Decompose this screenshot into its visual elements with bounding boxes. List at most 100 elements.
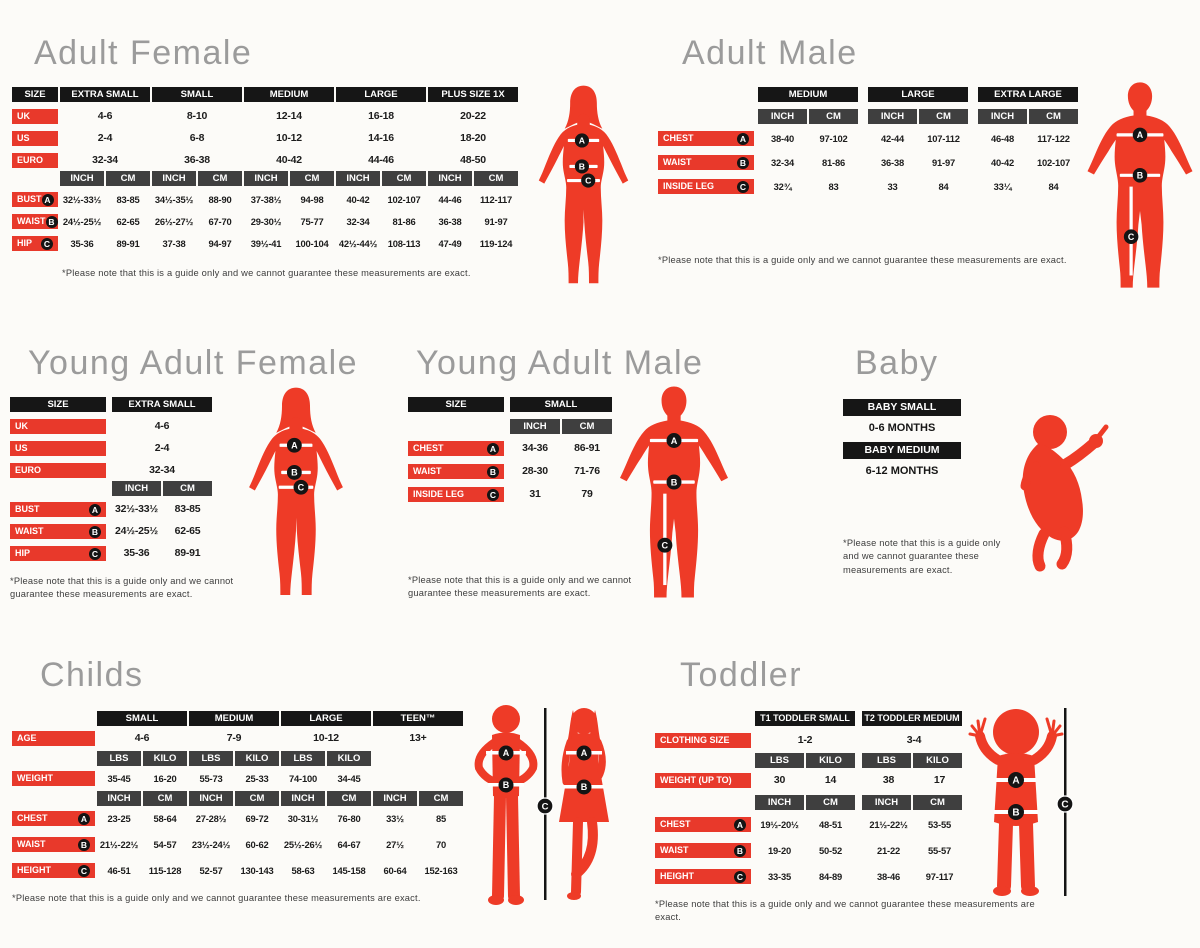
- row-label: WEIGHT (UP TO): [655, 773, 751, 788]
- measure-row-chest: CHEST A 19½-20½ 48-51 21½-22½ 53-55: [655, 817, 1045, 832]
- unit-header-cell: CM: [809, 109, 858, 124]
- row-label: WAIST B: [12, 837, 95, 852]
- adult-female-size-header: SIZE EXTRA SMALL SMALL MEDIUM LARGE PLUS…: [12, 87, 642, 102]
- size-header-cell: MEDIUM: [758, 87, 858, 102]
- unit-header-row: INCH CM INCH CM INCH CM INCH CM: [97, 791, 482, 806]
- measure-row-waist: WAIST B 24½-25½ 62-65: [10, 524, 370, 539]
- weight-unit-header-row: LBS KILO LBS KILO LBS KILO: [97, 751, 482, 766]
- value-cell: 32-34: [92, 154, 118, 166]
- size-corner-cell: SIZE: [10, 397, 106, 412]
- value-cell: 108-113: [387, 238, 421, 249]
- value-cell: 24½-25½: [115, 525, 158, 537]
- row-label: UK: [10, 419, 106, 434]
- value-cell: 3-4: [906, 734, 922, 746]
- value-cell: 25½-26½: [283, 839, 323, 850]
- value-cell: 115-128: [148, 865, 182, 876]
- weight-row: WEIGHT 35-45 16-20 55-73 25-33 74-100 34-45: [12, 771, 482, 786]
- value-cell: 33: [887, 181, 898, 192]
- region-row-euro: EURO 32-34: [10, 463, 370, 478]
- value-cell: 32¾: [773, 181, 792, 192]
- value-cell: 6-8: [189, 132, 205, 144]
- row-label: WAIST B: [10, 524, 106, 539]
- value-cell: 64-67: [337, 839, 361, 850]
- value-cell: 4-6: [134, 732, 150, 744]
- value-cell: 21½-22½: [869, 819, 908, 830]
- value-cell: 60-62: [245, 839, 269, 850]
- size-header-cell: PLUS SIZE 1X: [428, 87, 518, 102]
- value-cell: 44-46: [438, 194, 462, 205]
- baby-age-range: 6-12 MONTHS: [865, 465, 939, 477]
- clothing-size-row: CLOTHING SIZE 1-2 3-4: [655, 733, 1045, 748]
- disclaimer-note: *Please note that this is a guide only a…: [10, 576, 234, 600]
- letter-badge: B: [89, 525, 101, 538]
- baby-title: Baby: [855, 344, 939, 382]
- unit-header-cell: INCH: [755, 795, 804, 810]
- value-cell: 34-45: [337, 773, 361, 784]
- row-label: INSIDE LEG C: [408, 487, 504, 502]
- letter-badge: A: [734, 818, 746, 831]
- section-adult-male: Adult Male MEDIUM LARGE EXTRA LARGE INCH…: [658, 34, 1088, 267]
- row-label: INSIDE LEG C: [658, 179, 754, 194]
- value-cell: 130-143: [240, 865, 274, 876]
- measure-row-hip: HIP C 35-36 89-91: [10, 546, 370, 561]
- letter-badge: C: [487, 488, 499, 501]
- unit-header-cell: INCH: [336, 171, 380, 186]
- value-cell: 30-31½: [287, 813, 319, 824]
- toddler-size-header: T1 TODDLER SMALL T2 TODDLER MEDIUM: [755, 711, 1045, 726]
- value-cell: 89-91: [116, 238, 140, 249]
- size-corner-cell: SIZE: [408, 397, 504, 412]
- value-cell: 83: [828, 181, 839, 192]
- row-label: CHEST A: [408, 441, 504, 456]
- baby-size-header: BABY MEDIUM: [843, 442, 961, 459]
- unit-header-cell: KILO: [806, 753, 855, 768]
- value-cell: 84-89: [819, 871, 842, 882]
- region-row-euro: EURO 32-34 36-38 40-42 44-46 48-50: [12, 153, 642, 168]
- section-young-adult-male: Young Adult Male SIZE SMALL INCH CM CHEST…: [408, 344, 728, 601]
- unit-header-cell: CM: [474, 171, 518, 186]
- row-label: HEIGHT C: [655, 869, 751, 884]
- disclaimer-note: *Please note that this is a guide only a…: [408, 575, 632, 599]
- unit-header-row: INCH CM INCH CM: [755, 795, 1045, 810]
- size-header-cell: TEEN™: [373, 711, 463, 726]
- unit-header-cell: CM: [913, 795, 962, 810]
- row-label: US: [10, 441, 106, 456]
- size-header-cell: LARGE: [336, 87, 426, 102]
- value-cell: 42-44: [881, 133, 904, 144]
- male-silhouette: [1082, 80, 1198, 290]
- value-cell: 91-97: [932, 157, 955, 168]
- unit-header-cell: LBS: [189, 751, 233, 766]
- letter-badge: C: [734, 870, 746, 883]
- unit-header-cell: CM: [1029, 109, 1078, 124]
- value-cell: 12-14: [276, 110, 302, 122]
- value-cell: 28-30: [522, 465, 548, 477]
- letter-badge: A: [737, 132, 749, 145]
- row-label: WAIST B: [408, 464, 504, 479]
- row-label: BUST A: [10, 502, 106, 517]
- value-cell: 2-4: [154, 442, 170, 454]
- value-cell: 32-34: [771, 157, 794, 168]
- size-header-cell: T1 TODDLER SMALL: [755, 711, 855, 726]
- value-cell: 30: [773, 774, 786, 786]
- disclaimer-note: *Please note that this is a guide only a…: [658, 255, 1067, 265]
- disclaimer-note: *Please note that this is a guide only a…: [62, 268, 471, 278]
- row-label: HIP C: [12, 236, 58, 251]
- region-row-uk: UK 4-6 8-10 12-14 16-18 20-22: [12, 109, 642, 124]
- value-cell: 35-36: [70, 238, 94, 249]
- disclaimer-note: *Please note that this is a guide only a…: [843, 538, 1001, 575]
- row-label: US: [12, 131, 58, 146]
- baby-figure: [1000, 412, 1120, 574]
- value-cell: 19-20: [768, 845, 791, 856]
- value-cell: 37-38½: [250, 194, 282, 205]
- value-cell: 20-22: [460, 110, 486, 122]
- measure-row-bust: BUST A 32½-33½ 83-85 34½-35½ 88-90 37-38½ 94…: [12, 192, 642, 207]
- letter-badge: C: [41, 237, 53, 250]
- size-header-cell: SMALL: [152, 87, 242, 102]
- value-cell: 62-65: [116, 216, 140, 227]
- letter-badge: B: [737, 156, 749, 169]
- young-adult-male-figure: [612, 384, 736, 600]
- value-cell: 19½-20½: [760, 819, 799, 830]
- measure-row-bust: BUST A 32½-33½ 83-85: [10, 502, 370, 517]
- unit-header-cell: CM: [562, 419, 612, 434]
- value-cell: 48-51: [819, 819, 842, 830]
- row-label: CHEST A: [12, 811, 95, 826]
